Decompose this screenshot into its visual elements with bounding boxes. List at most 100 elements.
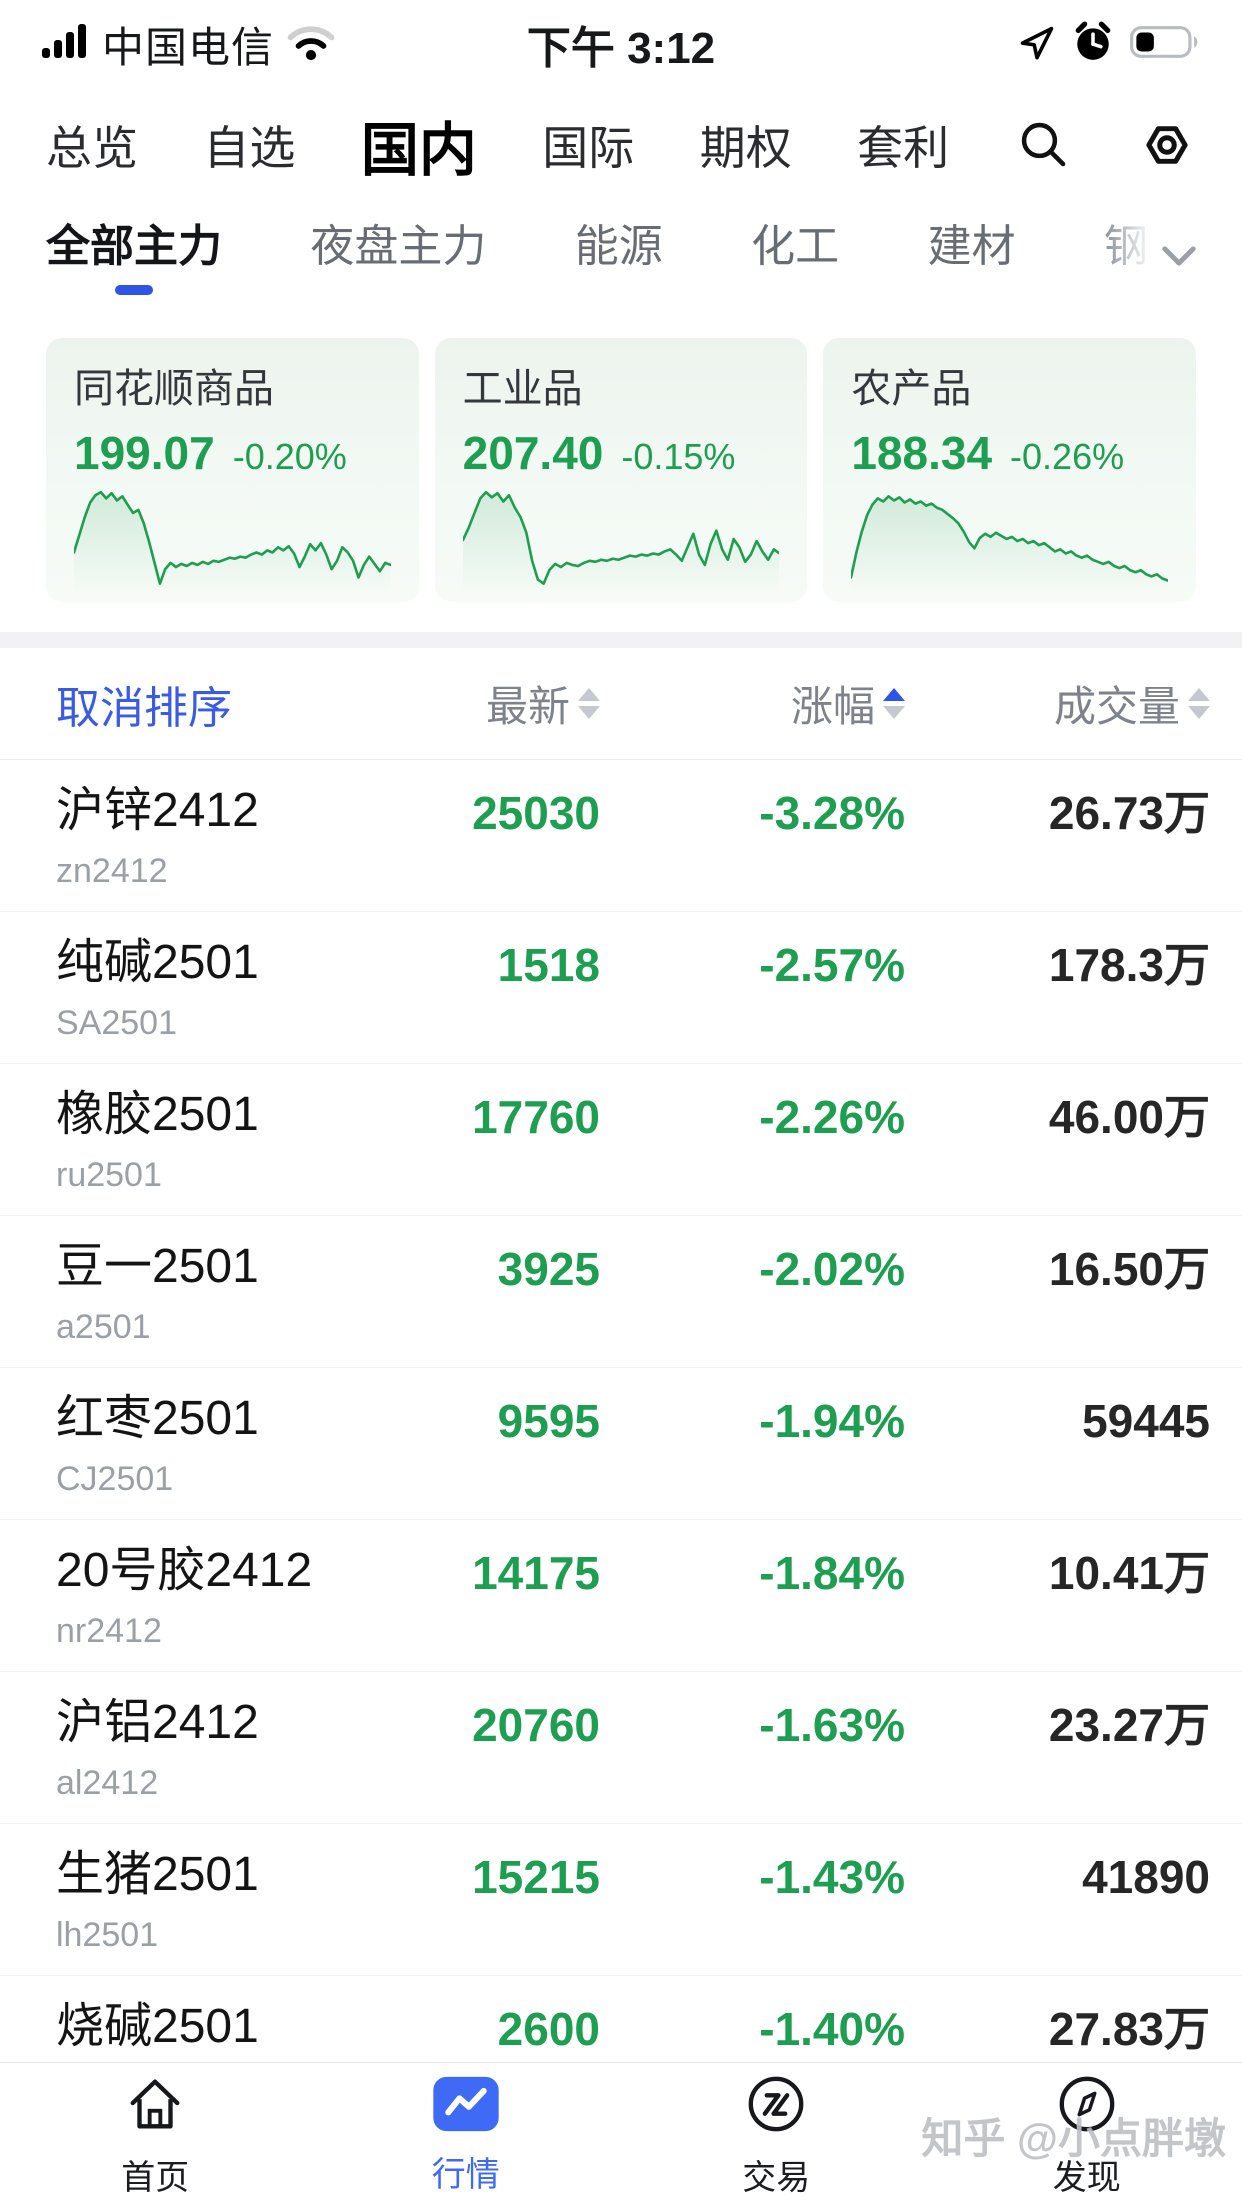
nav-item-3[interactable]: 国内: [360, 118, 477, 183]
subtab-label: 夜盘主力: [310, 222, 487, 271]
column-label: 成交量: [1053, 683, 1180, 730]
subtab-label: 钢: [1103, 222, 1148, 271]
subtab-4[interactable]: 化工: [751, 221, 839, 295]
change-percent: -1.84%: [759, 1547, 905, 1599]
table-row[interactable]: 纯碱2501 SA2501 1518 -2.57% 178.3万: [0, 912, 1242, 1064]
subtab-3[interactable]: 能源: [575, 221, 663, 295]
discover-icon: [1056, 2073, 1118, 2140]
active-tab-underline: [600, 285, 638, 295]
index-card-2[interactable]: 工业品 207.40 -0.15%: [434, 338, 808, 602]
home-icon: [124, 2073, 186, 2140]
contract-name: 豆一2501: [56, 1240, 259, 1293]
table-row[interactable]: 橡胶2501 ru2501 17760 -2.26% 46.00万: [0, 1064, 1242, 1216]
index-sparkline-chart: [74, 488, 391, 592]
wifi-icon: [286, 23, 336, 66]
index-sparkline-chart: [851, 488, 1169, 592]
last-price: 9595: [497, 1395, 600, 1447]
column-header-volume[interactable]: 成交量: [905, 673, 1210, 734]
contract-code: CJ2501: [56, 1460, 174, 1498]
table-row[interactable]: 生猪2501 lh2501 15215 -1.43% 41890: [0, 1824, 1242, 1976]
subtab-label: 能源: [574, 222, 663, 271]
contract-name: 烧碱2501: [56, 2000, 259, 2053]
subtab-5[interactable]: 建材: [928, 221, 1016, 295]
index-card-3[interactable]: 农产品 188.34 -0.26%: [823, 338, 1197, 602]
change-percent: -3.28%: [759, 787, 905, 839]
volume: 16.50万: [1048, 1243, 1210, 1295]
chevron-down-icon[interactable]: [1162, 245, 1196, 272]
volume: 59445: [1082, 1395, 1210, 1447]
last-price: 25030: [472, 787, 600, 839]
tabbar-label: 交易: [742, 2158, 811, 2197]
active-tab-underline: [379, 285, 417, 295]
contract-code: SA2501: [56, 1004, 177, 1042]
contract-name: 红枣2501: [56, 1392, 259, 1445]
change-percent: -1.40%: [759, 2003, 905, 2055]
index-name: 工业品: [462, 367, 583, 411]
contract-code: nr2412: [56, 1612, 162, 1650]
column-header-last[interactable]: 最新: [360, 673, 600, 734]
quote-table-header: 取消排序 最新 涨幅 成交量: [0, 648, 1242, 760]
search-icon[interactable]: [1015, 116, 1073, 174]
last-price: 3925: [497, 1243, 600, 1295]
volume: 46.00万: [1048, 1091, 1210, 1143]
tabbar-item-1[interactable]: 首页: [55, 2073, 255, 2199]
last-price: 17760: [472, 1091, 600, 1143]
tabbar-label: 发现: [1052, 2158, 1121, 2197]
index-change-percent: -0.26%: [1010, 436, 1125, 477]
column-header-change[interactable]: 涨幅: [600, 673, 905, 734]
contract-name: 生猪2501: [56, 1848, 259, 1901]
volume: 27.83万: [1048, 2003, 1210, 2055]
nav-item-1[interactable]: 总览: [46, 122, 138, 174]
subtab-6[interactable]: 钢: [1104, 221, 1148, 295]
cancel-sort-button[interactable]: 取消排序: [56, 683, 232, 733]
quote-table-body: 沪锌2412 zn2412 25030 -3.28% 26.73万纯碱2501 SA250…: [0, 760, 1242, 2128]
settings-icon[interactable]: [1138, 116, 1196, 174]
index-sparkline-chart: [462, 488, 780, 592]
volume: 23.27万: [1048, 1699, 1210, 1751]
table-row[interactable]: 沪铝2412 al2412 20760 -1.63% 23.27万: [0, 1672, 1242, 1824]
active-tab-underline: [776, 285, 814, 295]
carrier-label: 中国电信: [102, 23, 275, 71]
nav-item-5[interactable]: 期权: [699, 122, 792, 174]
column-label: 涨幅: [790, 683, 875, 730]
table-row[interactable]: 烧碱2501 2600 -1.40% 27.83万: [0, 1976, 1242, 2128]
primary-nav: 总览 自选 国内 国际 期权 套利: [0, 88, 1242, 202]
tabbar-item-4[interactable]: 发现: [987, 2073, 1187, 2199]
location-services-icon: [1018, 23, 1056, 66]
table-row[interactable]: 20号胶2412 nr2412 14175 -1.84% 10.41万: [0, 1520, 1242, 1672]
nav-item-6[interactable]: 套利: [857, 122, 950, 174]
index-change-percent: -0.15%: [621, 436, 736, 477]
trade-icon: [745, 2073, 807, 2140]
tabbar-item-2[interactable]: 行情: [366, 2076, 566, 2196]
active-tab-underline: [1107, 285, 1145, 295]
contract-code: zn2412: [56, 852, 168, 890]
clock-time: 下午 3:12: [526, 24, 716, 73]
table-row[interactable]: 沪锌2412 zn2412 25030 -3.28% 26.73万: [0, 760, 1242, 912]
change-percent: -1.43%: [759, 1851, 905, 1903]
category-tabs: 全部主力 夜盘主力 能源 化工 建材 钢: [0, 202, 1242, 314]
index-name: 农产品: [851, 367, 972, 411]
last-price: 20760: [472, 1699, 600, 1751]
subtab-2[interactable]: 夜盘主力: [310, 221, 486, 295]
subtab-1[interactable]: 全部主力: [46, 221, 222, 295]
contract-code: al2412: [56, 1764, 159, 1802]
table-row[interactable]: 豆一2501 a2501 3925 -2.02% 16.50万: [0, 1216, 1242, 1368]
nav-item-2[interactable]: 自选: [203, 122, 296, 174]
signal-strength-icon: [42, 23, 90, 65]
index-cards: 同花顺商品 199.07 -0.20% 工业品 207.40 -0.15% 农产品 188.3…: [0, 314, 1242, 602]
section-divider: [0, 632, 1242, 648]
battery-icon: [1130, 25, 1200, 63]
index-name: 同花顺商品: [74, 367, 274, 411]
contract-code: a2501: [56, 1308, 151, 1346]
table-row[interactable]: 红枣2501 CJ2501 9595 -1.94% 59445: [0, 1368, 1242, 1520]
nav-item-4[interactable]: 国际: [542, 122, 635, 174]
last-price: 2600: [497, 2003, 600, 2055]
tabbar-item-3[interactable]: 交易: [676, 2073, 876, 2199]
volume: 41890: [1082, 1851, 1210, 1903]
volume: 26.73万: [1048, 787, 1210, 839]
sort-arrows-icon: [1188, 688, 1210, 719]
index-card-1[interactable]: 同花顺商品 199.07 -0.20%: [46, 338, 419, 602]
column-label: 最新: [485, 683, 570, 730]
contract-name: 沪锌2412: [56, 784, 259, 837]
subtab-label: 全部主力: [46, 222, 222, 271]
